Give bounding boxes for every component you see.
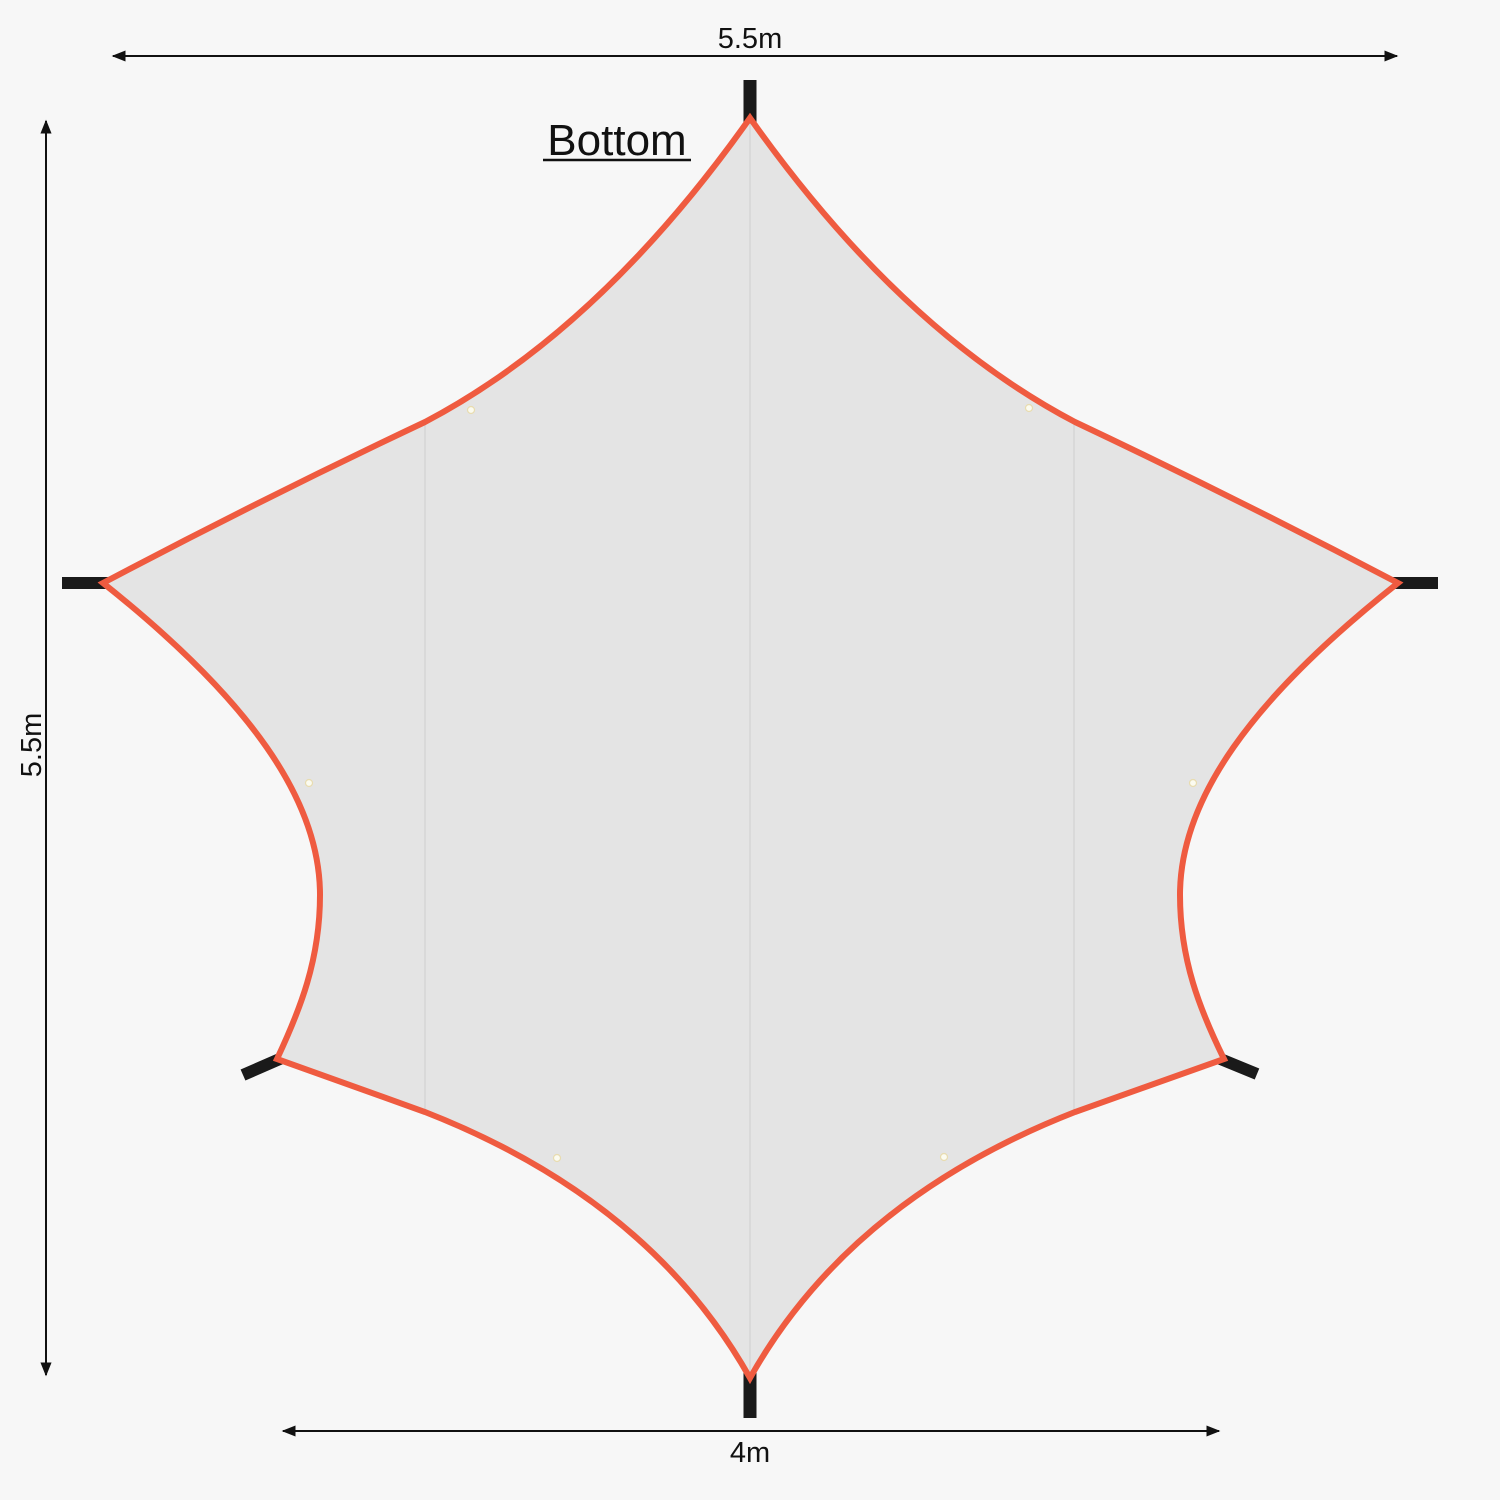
diagram-title: Bottom: [547, 116, 686, 165]
sail-edge: [97, 112, 1404, 1385]
eyelet: [1188, 778, 1198, 788]
eyelet: [304, 778, 314, 788]
top-dimension-label: 5.5m: [718, 23, 782, 55]
height-dimension-label: 5.5m: [16, 713, 48, 777]
eyelet: [1024, 403, 1034, 413]
eyelet: [939, 1152, 949, 1162]
eyelet: [552, 1153, 562, 1163]
seams: [424, 120, 1075, 1376]
eyelet: [466, 405, 476, 415]
eyelets: [304, 403, 1198, 1163]
bottom-dimension-label: 4m: [730, 1437, 770, 1469]
